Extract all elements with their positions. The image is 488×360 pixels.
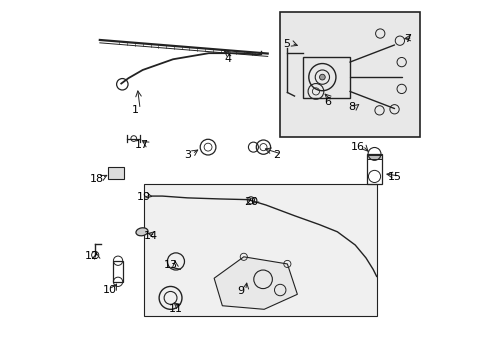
FancyBboxPatch shape [280,12,419,137]
Text: 11: 11 [168,304,183,314]
Ellipse shape [136,228,148,236]
Text: 18: 18 [90,174,104,184]
Text: 4: 4 [224,54,231,64]
Bar [113,261,122,282]
Text: 10: 10 [102,285,116,295]
Text: 15: 15 [387,172,402,182]
Text: 20: 20 [244,197,258,207]
Bar [303,57,349,98]
Text: 14: 14 [143,231,158,241]
Text: 1: 1 [132,105,139,115]
Text: 8: 8 [347,103,354,112]
Text: 6: 6 [323,97,330,107]
Text: 13: 13 [163,260,177,270]
FancyBboxPatch shape [144,184,376,316]
Text: 3: 3 [183,150,190,160]
Bar [366,155,381,159]
Text: 12: 12 [85,251,99,261]
Polygon shape [108,167,123,179]
Polygon shape [214,257,297,309]
Text: 7: 7 [404,34,411,44]
Circle shape [319,74,325,80]
Text: 2: 2 [272,150,280,160]
Bar [366,154,381,184]
Text: 17: 17 [135,140,149,150]
Text: 19: 19 [137,192,150,202]
Text: 9: 9 [237,287,244,296]
Text: 16: 16 [350,142,365,152]
Text: 5: 5 [283,39,289,49]
